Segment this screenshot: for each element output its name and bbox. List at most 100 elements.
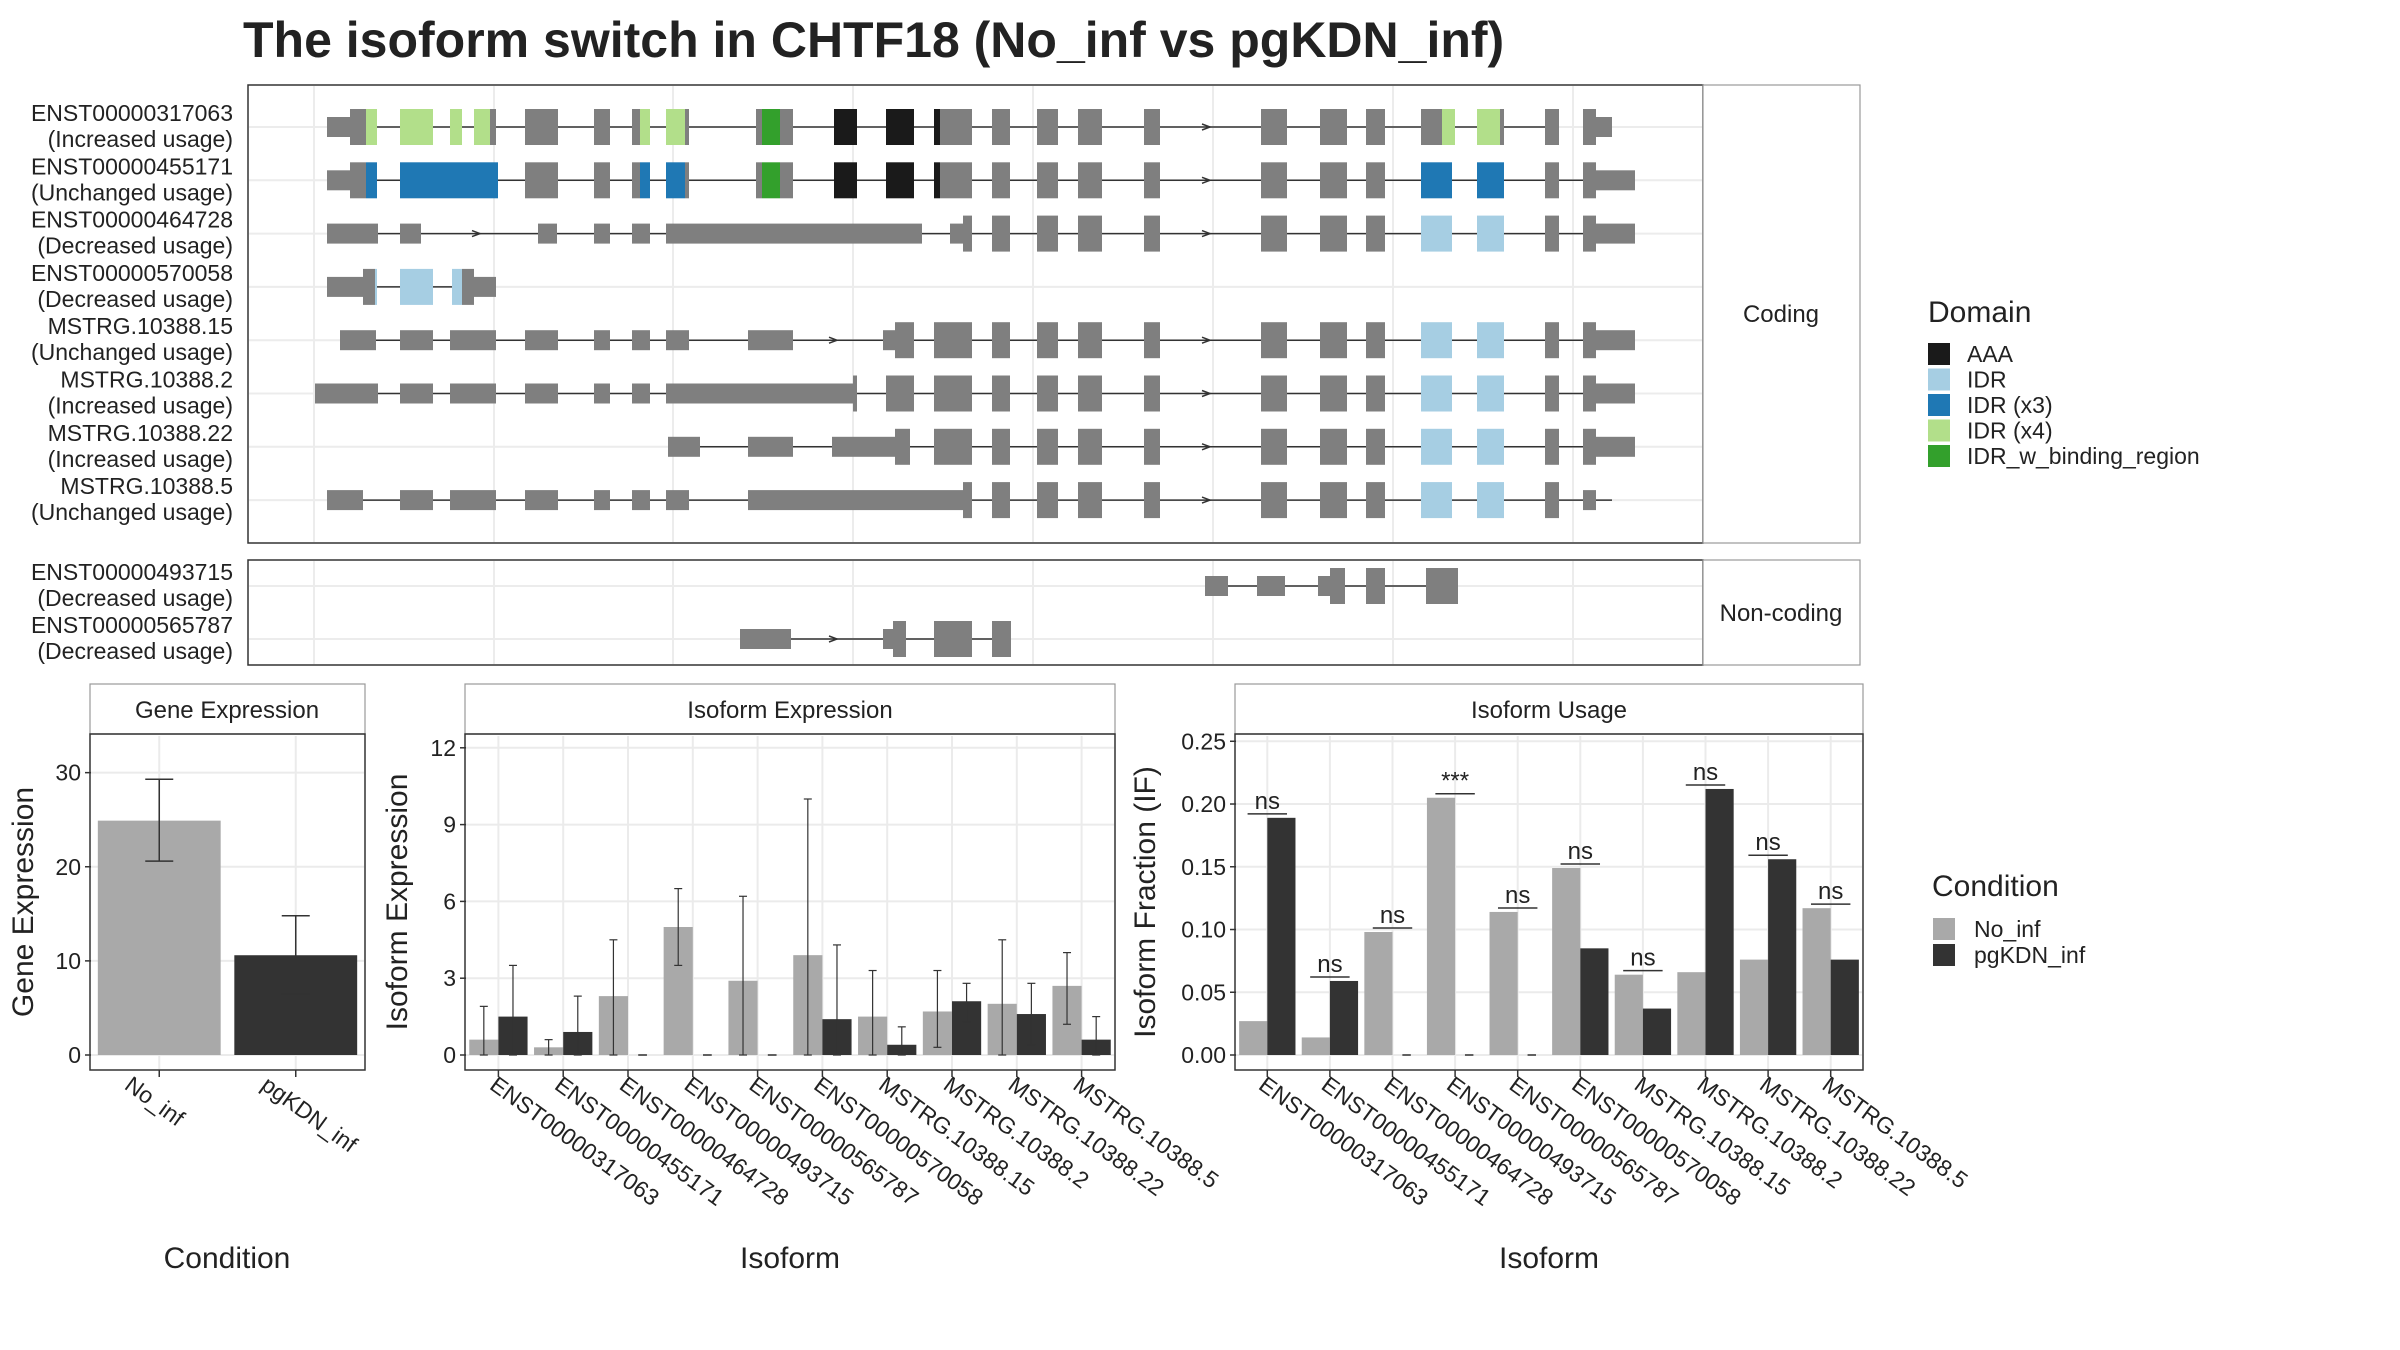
bar [1580, 948, 1609, 1055]
isoform-expression-marks: 036912ENST00000317063ENST00000455171ENST… [430, 735, 1223, 1211]
y-tick-label: 20 [55, 854, 81, 880]
coding-transcript-labels: ENST00000317063(Increased usage)ENST0000… [31, 100, 233, 525]
exon-block [1477, 375, 1504, 412]
exon-block [450, 383, 496, 404]
transcript-id-label: ENST00000317063 [31, 100, 233, 126]
bar [1239, 1021, 1268, 1055]
noncoding-strip-label: Non-coding [1720, 600, 1843, 627]
exon-block [762, 162, 780, 199]
structure-coding-panel: Coding [247, 84, 1861, 544]
exon-block [1320, 162, 1347, 199]
exon-block [632, 383, 650, 404]
exon-block [853, 375, 857, 412]
coding-track-6 [668, 428, 1635, 465]
coding-track-4 [340, 322, 1635, 359]
exon-block [1545, 482, 1559, 519]
domain-legend-label: IDR [1967, 367, 2007, 393]
exon-block [450, 109, 462, 145]
exon-block [450, 330, 496, 351]
transcript-usage-label: (Decreased usage) [37, 286, 233, 312]
structure-noncoding-panel: Non-coding [247, 559, 1861, 666]
exon-block [366, 109, 377, 145]
y-tick-label: 0.05 [1181, 979, 1226, 1005]
exon-block [350, 109, 366, 145]
exon-block [1583, 162, 1596, 199]
condition-legend-title: Condition [1932, 870, 2059, 903]
coding-track-5 [315, 375, 1635, 412]
significance-label: ns [1505, 882, 1530, 909]
transcript-usage-label: (Increased usage) [48, 393, 233, 419]
significance-label: ns [1380, 902, 1405, 929]
transcript-usage-label: (Decreased usage) [37, 233, 233, 259]
gene-expression-plot-border [89, 733, 366, 1071]
y-tick-label: 12 [430, 735, 456, 761]
exon-block [525, 162, 558, 199]
exon-block [1144, 482, 1160, 519]
exon-block [963, 215, 972, 252]
exon-block [748, 436, 793, 457]
exon-block [1261, 109, 1287, 145]
gene-expression-marks: 0 10 20 30 No_inf pgKDN_inf [55, 736, 364, 1158]
exon-block [934, 109, 940, 145]
isoform-expression-title: Isoform Expression [687, 697, 892, 724]
exon-block [340, 330, 376, 351]
domain-legend-swatch [1928, 368, 1950, 391]
exon-block [895, 322, 914, 359]
isoform-expression-ylabel: Isoform Expression [381, 774, 414, 1031]
y-tick-label: 0.25 [1181, 728, 1226, 754]
gene-expression-title: Gene Expression [135, 697, 319, 724]
exon-block [934, 162, 940, 199]
figure-title: The isoform switch in CHTF18 (No_inf vs … [243, 12, 1504, 68]
exon-block [1421, 109, 1442, 145]
isoform-usage-plot-border [1234, 733, 1864, 1071]
bar [1677, 972, 1706, 1055]
exon-block [400, 109, 433, 145]
exon-block [400, 490, 433, 511]
exon-block [525, 490, 558, 511]
bar [1267, 817, 1296, 1055]
exon-block [400, 383, 433, 404]
exon-block [832, 436, 895, 457]
noncoding-strip [1702, 559, 1861, 666]
transcript-usage-label: (Decreased usage) [37, 638, 233, 664]
exon-block [1144, 215, 1160, 252]
bar [1705, 788, 1734, 1055]
exon-block [1320, 375, 1347, 412]
exon-block [1366, 568, 1385, 604]
exon-block [1320, 428, 1347, 465]
exon-block [375, 268, 377, 305]
exon-block [1583, 490, 1596, 511]
exon-block [1366, 375, 1385, 412]
transcript-id-label: MSTRG.10388.5 [60, 473, 233, 499]
exon-block [1078, 428, 1102, 465]
exon-block [895, 428, 910, 465]
exon-block [525, 109, 558, 145]
exon-block [934, 621, 972, 657]
exon-block [940, 109, 972, 145]
domain-legend-label: IDR_w_binding_region [1967, 443, 2200, 469]
exon-block [886, 375, 914, 412]
exon-block [315, 383, 378, 404]
exon-block [1366, 428, 1385, 465]
bar [1329, 980, 1359, 1055]
exon-block [685, 109, 689, 145]
domain-legend-swatch [1928, 419, 1950, 442]
exon-block [474, 276, 496, 297]
exon-block [1366, 482, 1385, 519]
y-tick-label: 0.20 [1181, 791, 1226, 817]
exon-block [1037, 109, 1058, 145]
exon-block [594, 383, 610, 404]
exon-block [834, 162, 857, 199]
exon-block [350, 162, 366, 199]
exon-block [632, 162, 640, 199]
transcript-id-label: ENST00000493715 [31, 559, 233, 585]
exon-block [934, 322, 972, 359]
exon-block [1320, 482, 1347, 519]
coding-panel-border [247, 84, 1704, 544]
exon-block [594, 330, 610, 351]
bar [1802, 908, 1831, 1055]
exon-block [1421, 215, 1452, 252]
